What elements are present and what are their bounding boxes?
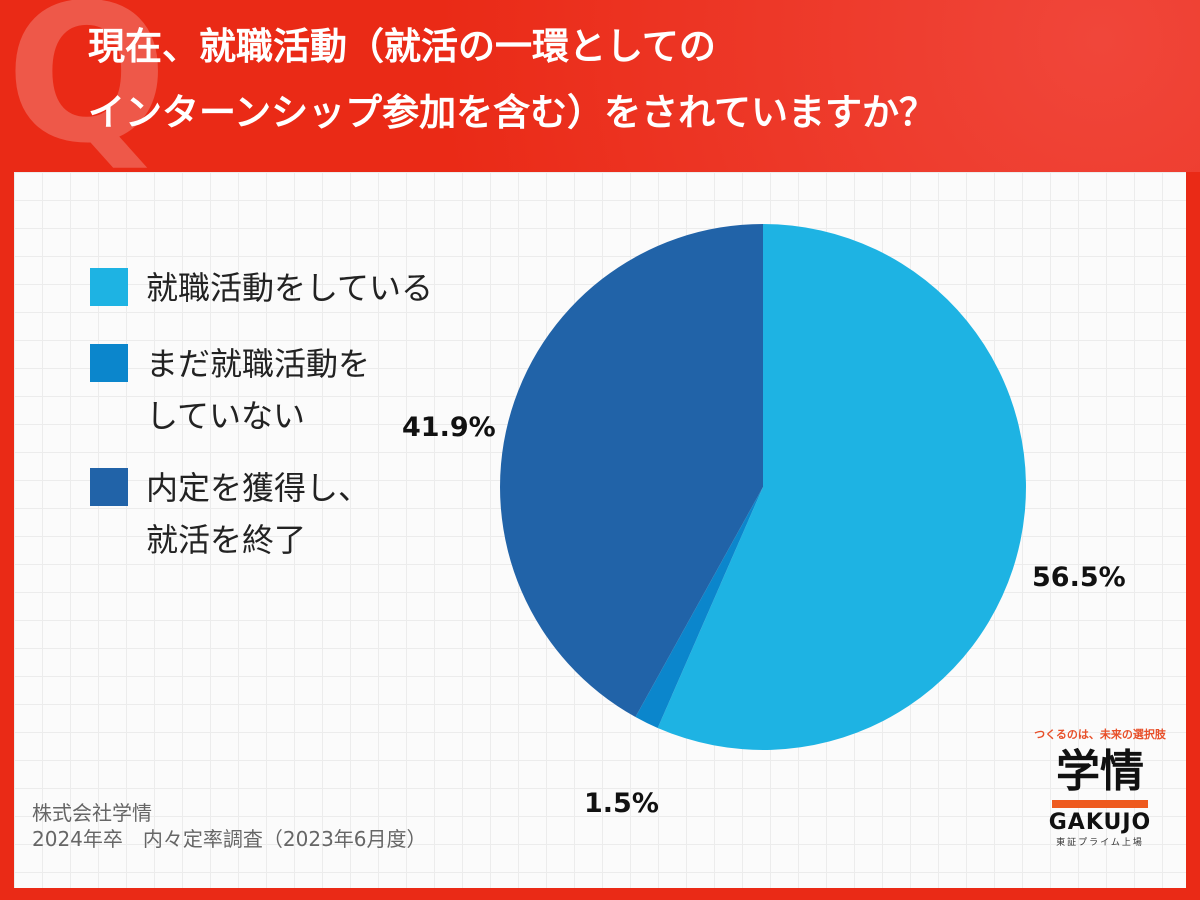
pie-slice-job-hunting [657,224,1026,751]
legend-swatch-job-hunting [90,268,128,306]
logo-accent-bar [1052,800,1148,808]
title-line-2: インターンシップ参加を含む）をされていますか？ [88,91,937,134]
data-label-finished: 41.9% [402,412,496,443]
source-survey: 2024年卒 内々定率調査（2023年6月度） [32,827,427,851]
logo-subtitle: 東証プライム上場 [1056,838,1144,848]
pie-slice-finished [500,224,763,717]
source-company: 株式会社学情 [32,801,152,825]
legend-item-job-hunting: 就職活動をしている [90,262,450,314]
data-label-not-started: 1.5% [584,788,659,819]
logo-latin: GAKUJO [1048,810,1152,835]
legend-swatch-not-started [90,344,128,382]
legend-label-job-hunting: 就職活動をしている [146,269,434,307]
logo-tagline: つくるのは、未来の選択肢 [1034,728,1166,741]
legend-item-finished: 内定を獲得し、 就活を終了 [90,462,450,566]
legend-label-finished: 内定を獲得し、 就活を終了 [146,469,371,559]
gakujo-logo: つくるのは、未来の選択肢 学情 GAKUJO 東証プライム上場 [1020,726,1180,850]
title-line-1: 現在、就職活動（就活の一環としての [88,25,716,68]
source-note: 株式会社学情 2024年卒 内々定率調査（2023年6月度） [32,800,427,852]
logo-kanji: 学情 [1056,746,1144,797]
pie-slice-not-started [635,487,763,728]
header-banner: Q 現在、就職活動（就活の一環としての インターンシップ参加を含む）をされていま… [0,0,1200,172]
legend-label-not-started: まだ就職活動を していない [146,345,371,435]
legend-swatch-finished [90,468,128,506]
legend-item-not-started: まだ就職活動を していない [90,338,450,442]
data-label-job-hunting: 56.5% [1032,562,1126,593]
page-title: 現在、就職活動（就活の一環としての インターンシップ参加を含む）をされていますか… [88,14,1188,146]
q-watermark: Q [6,0,168,185]
